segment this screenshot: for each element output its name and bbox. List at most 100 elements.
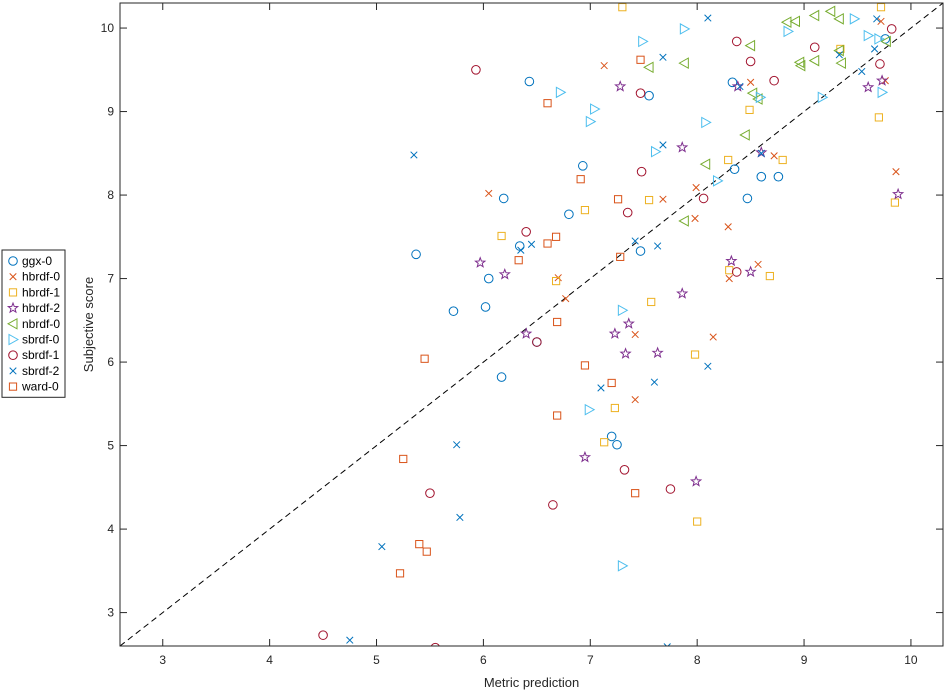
data-point-hbrdf-2 xyxy=(891,187,905,200)
data-point-sbrdf-1 xyxy=(622,207,633,218)
legend-label: sbrdf-2 xyxy=(22,364,60,378)
data-point-ward-0 xyxy=(399,454,408,464)
data-point-sbrdf-0 xyxy=(650,145,662,158)
data-point-ggx-0 xyxy=(483,273,494,284)
data-point-hbrdf-0 xyxy=(562,294,570,303)
axes-box xyxy=(119,2,944,647)
data-point-sbrdf-1 xyxy=(521,227,531,237)
data-point-sbrdf-1 xyxy=(619,465,630,475)
data-point-nbrdf-0 xyxy=(678,215,689,227)
data-point-ward-0 xyxy=(514,256,523,265)
data-point-hbrdf-1 xyxy=(876,3,886,12)
data-point-ward-0 xyxy=(543,239,552,248)
data-point-ward-0 xyxy=(636,55,645,64)
data-point-ggx-0 xyxy=(524,76,535,87)
data-point-hbrdf-2 xyxy=(608,327,621,339)
data-point-sbrdf-2 xyxy=(659,53,667,61)
series-ward-0 xyxy=(395,55,645,578)
data-point-hbrdf-2 xyxy=(622,317,635,329)
legend-marker-sbrdf-0 xyxy=(8,333,20,346)
data-point-sbrdf-1 xyxy=(532,337,542,347)
data-point-nbrdf-0 xyxy=(824,5,836,18)
data-point-sbrdf-0 xyxy=(783,25,795,38)
x-tick-label: 4 xyxy=(266,653,273,667)
data-point-sbrdf-0 xyxy=(874,33,885,45)
y-tick-label: 10 xyxy=(101,21,115,35)
data-point-hbrdf-0 xyxy=(746,78,755,86)
data-point-hbrdf-2 xyxy=(676,287,689,299)
series-sbrdf-0 xyxy=(555,13,889,572)
series-hbrdf-2 xyxy=(474,74,905,487)
data-point-ward-0 xyxy=(616,252,625,261)
data-point-hbrdf-2 xyxy=(520,327,533,339)
data-point-sbrdf-0 xyxy=(755,91,767,104)
data-point-hbrdf-1 xyxy=(765,271,774,281)
data-point-sbrdf-1 xyxy=(809,42,820,53)
legend-entry: hbrdf-1 xyxy=(8,285,60,299)
y-tick-label: 7 xyxy=(107,272,114,286)
data-point-hbrdf-1 xyxy=(551,276,561,286)
data-point-sbrdf-0 xyxy=(617,304,629,317)
data-point-hbrdf-1 xyxy=(778,155,787,165)
legend-marker-hbrdf-1 xyxy=(8,288,18,297)
x-tick-label: 3 xyxy=(159,653,166,667)
data-point-sbrdf-1 xyxy=(635,88,646,98)
series-hbrdf-1 xyxy=(497,3,900,526)
data-point-sbrdf-1 xyxy=(318,630,328,640)
data-point-hbrdf-0 xyxy=(631,330,639,339)
legend-label: hbrdf-0 xyxy=(22,270,60,284)
data-point-sbrdf-2 xyxy=(631,237,639,245)
legend-entry: hbrdf-0 xyxy=(9,270,60,284)
data-point-sbrdf-2 xyxy=(527,240,536,248)
data-point-nbrdf-0 xyxy=(643,61,654,74)
data-point-sbrdf-0 xyxy=(877,86,889,99)
data-point-ggx-0 xyxy=(773,171,784,182)
data-point-hbrdf-1 xyxy=(693,517,702,526)
series-sbrdf-1 xyxy=(318,24,897,646)
data-point-ggx-0 xyxy=(742,193,753,204)
data-point-sbrdf-1 xyxy=(636,166,647,177)
data-point-hbrdf-1 xyxy=(610,403,619,413)
data-point-sbrdf-1 xyxy=(430,642,440,646)
legend-entry: sbrdf-2 xyxy=(9,364,60,378)
data-point-nbrdf-0 xyxy=(678,57,689,69)
legend-label: hbrdf-1 xyxy=(22,285,60,299)
data-point-sbrdf-2 xyxy=(659,141,667,149)
data-point-ggx-0 xyxy=(564,209,574,220)
data-point-sbrdf-1 xyxy=(731,267,742,277)
series-ggx-0 xyxy=(411,34,891,450)
data-point-sbrdf-1 xyxy=(731,36,742,47)
data-point-hbrdf-2 xyxy=(498,267,511,280)
legend-marker-ggx-0 xyxy=(8,256,18,266)
data-point-ggx-0 xyxy=(756,171,767,182)
data-point-hbrdf-2 xyxy=(689,475,703,487)
data-point-sbrdf-0 xyxy=(555,86,567,99)
data-point-sbrdf-0 xyxy=(617,559,629,572)
data-point-ward-0 xyxy=(553,411,562,420)
data-point-hbrdf-2 xyxy=(614,80,627,92)
data-point-sbrdf-1 xyxy=(769,75,779,86)
data-point-sbrdf-2 xyxy=(835,51,843,59)
data-point-ward-0 xyxy=(543,99,552,108)
data-point-hbrdf-0 xyxy=(725,274,733,283)
legend-entry: hbrdf-2 xyxy=(6,301,60,315)
data-point-sbrdf-2 xyxy=(858,67,866,76)
data-point-hbrdf-0 xyxy=(691,214,699,223)
legend-label: sbrdf-1 xyxy=(22,348,60,362)
y-tick-label: 5 xyxy=(107,439,114,453)
data-point-hbrdf-1 xyxy=(647,297,656,307)
data-point-nbrdf-0 xyxy=(808,54,820,67)
legend-marker-sbrdf-2 xyxy=(9,367,17,375)
data-point-hbrdf-0 xyxy=(485,189,493,198)
data-point-sbrdf-1 xyxy=(548,500,558,510)
data-point-nbrdf-0 xyxy=(794,59,806,72)
data-point-sbrdf-0 xyxy=(590,103,601,115)
legend-entry: ward-0 xyxy=(8,380,59,394)
data-point-ggx-0 xyxy=(480,302,491,312)
data-point-hbrdf-1 xyxy=(618,3,627,12)
data-point-sbrdf-0 xyxy=(701,116,712,129)
data-point-ward-0 xyxy=(551,232,561,241)
series-sbrdf-2 xyxy=(346,14,881,646)
data-point-ward-0 xyxy=(420,354,429,363)
